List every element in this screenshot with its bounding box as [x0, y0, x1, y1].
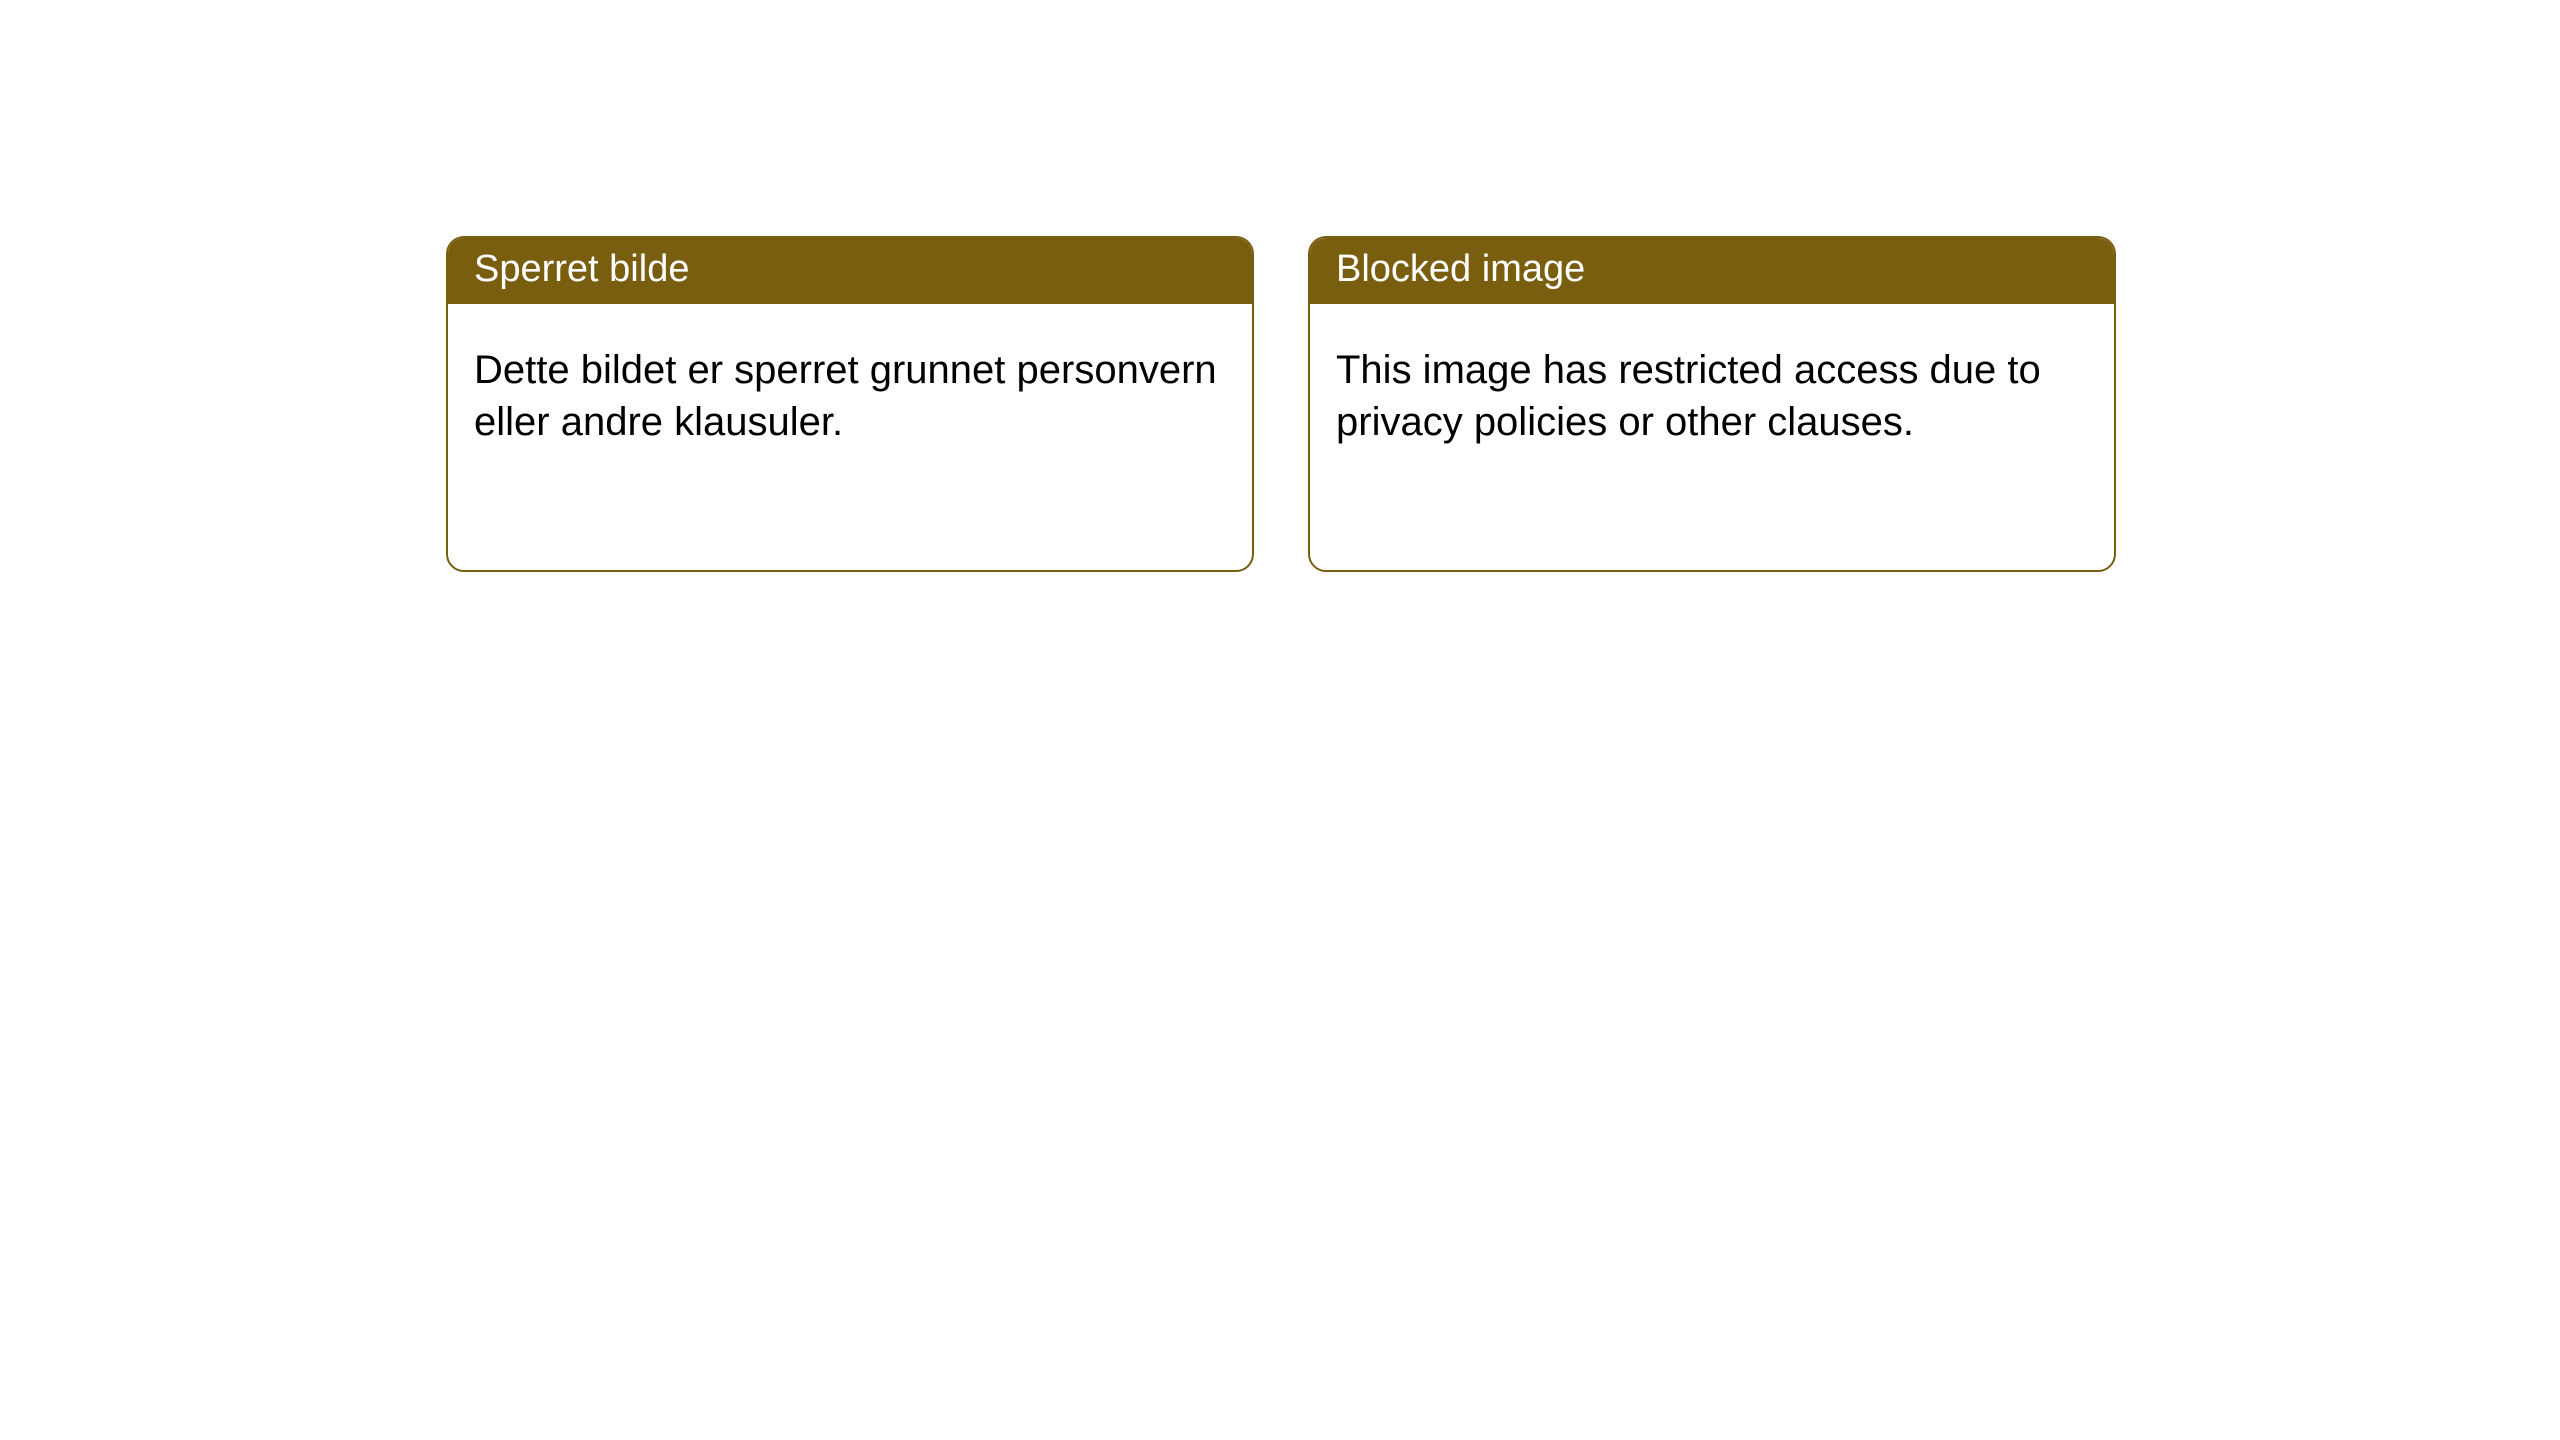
notice-card-english: Blocked image This image has restricted …: [1308, 236, 2116, 572]
notice-body-norwegian: Dette bildet er sperret grunnet personve…: [448, 304, 1252, 474]
notice-body-english: This image has restricted access due to …: [1310, 304, 2114, 474]
notice-title-norwegian: Sperret bilde: [448, 238, 1252, 304]
notice-container: Sperret bilde Dette bildet er sperret gr…: [0, 0, 2560, 572]
notice-card-norwegian: Sperret bilde Dette bildet er sperret gr…: [446, 236, 1254, 572]
notice-title-english: Blocked image: [1310, 238, 2114, 304]
